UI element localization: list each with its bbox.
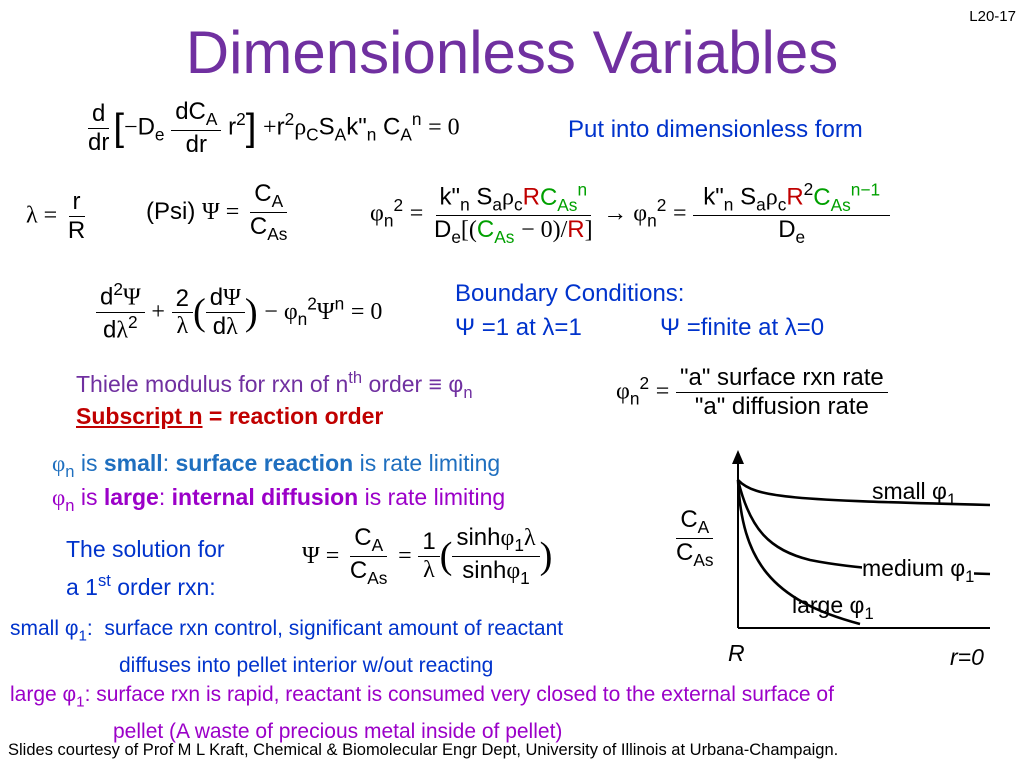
put-into-form-text: Put into dimensionless form: [568, 116, 863, 143]
thiele-text: Thiele modulus for rxn of nth order ≡ φn: [76, 368, 473, 402]
boundary-condition-1: Ψ =1 at λ=1: [455, 314, 582, 341]
solution-equation: Ψ = CA CAs = 1 λ(sinhφ1λ sinhφ1): [302, 524, 553, 588]
slide-number: L20-17: [969, 8, 1016, 25]
small-phi-explanation: small φ1: surface rxn control, significa…: [10, 617, 564, 678]
boundary-title: Boundary Conditions:: [455, 280, 685, 307]
solution-label: The solution for a 1st order rxn:: [66, 536, 225, 601]
psi-def: (Psi) Ψ = CA CAs: [146, 180, 288, 244]
large-phi-explanation: large φ1: surface rxn is rapid, reactant…: [10, 683, 834, 744]
graph-x-right-label: r=0: [950, 644, 984, 670]
subscript-note: Subscript n = reaction order: [76, 403, 384, 429]
small-phi-line: φn is small: surface reaction is rate li…: [52, 450, 501, 481]
curve-label-small: small φ1: [872, 478, 957, 509]
y-axis-arrow: [732, 450, 744, 464]
phi-def-1: φn2 = k"n SaρcRCAsn De[(CAs − 0)/R] → φn…: [370, 179, 891, 248]
curve-label-medium: medium φ1: [862, 555, 975, 587]
graph-y-label: CA CAs: [676, 506, 714, 570]
dimensionless-ode: d2Ψ dλ2 + 2 λ(dΨ dλ) − φn2Ψn = 0: [96, 279, 382, 345]
curve-label-large: large φ1: [792, 592, 874, 623]
boundary-condition-2: Ψ =finite at λ=0: [660, 314, 825, 341]
thiele-ratio: φn2 = "a" surface rxn rate "a" diffusion …: [616, 364, 888, 420]
curve-large: [736, 479, 861, 626]
main-equation: d dr [−De dCA dr r2] +r2ρCSAk"n CAn = 0: [87, 98, 460, 158]
large-phi-line: φn is large: internal diffusion is rate …: [52, 484, 506, 515]
footer-credit: Slides courtesy of Prof M L Kraft, Chemi…: [8, 741, 839, 759]
page-title: Dimensionless Variables: [185, 19, 839, 86]
graph-x-left-label: R: [728, 640, 745, 666]
curve-small: [737, 479, 991, 507]
